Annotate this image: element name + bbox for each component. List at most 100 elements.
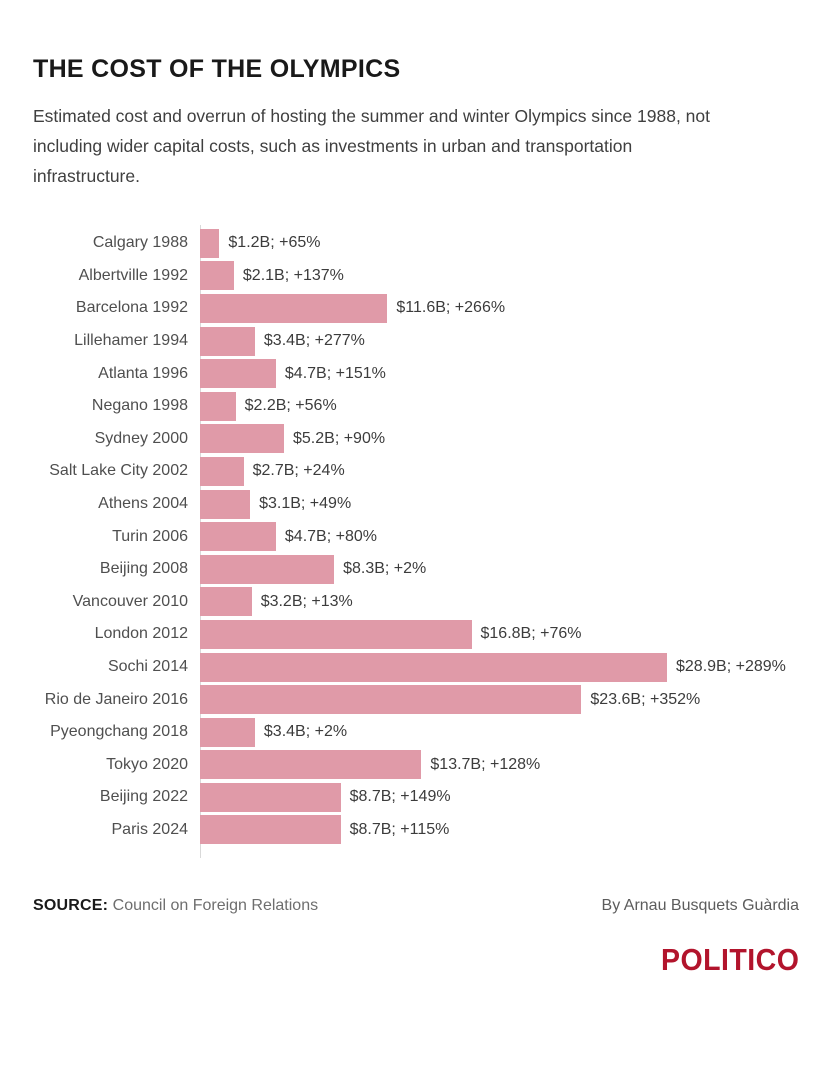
chart-row: Beijing 2022 $8.7B; +149%: [33, 781, 799, 814]
category-label: Beijing 2022: [99, 788, 188, 806]
bar-track: $3.4B; +2%: [200, 716, 799, 749]
category-label: Vancouver 2010: [72, 592, 188, 610]
category-label: Negano 1998: [91, 397, 188, 415]
chart-row: Barcelona 1992 $11.6B; +266%: [33, 292, 799, 325]
cost-bar: [200, 782, 341, 812]
bar-track: $5.2B; +90%: [200, 423, 799, 456]
bar-track: $8.3B; +2%: [200, 553, 799, 586]
chart-row: Albertville 1992 $2.1B; +137%: [33, 260, 799, 293]
category-label: Calgary 1988: [92, 234, 188, 252]
bar-track: $23.6B; +352%: [200, 683, 799, 716]
source-label: SOURCE:: [33, 897, 109, 915]
chart-row: Athens 2004 $3.1B; +49%: [33, 488, 799, 521]
chart-description-line: including wider capital costs, such as i…: [33, 136, 633, 156]
value-label: $23.6B; +352%: [590, 690, 701, 708]
chart-row: Sydney 2000 $5.2B; +90%: [33, 423, 799, 456]
value-label: $4.7B; +80%: [284, 527, 377, 545]
cost-bar: [200, 391, 236, 421]
value-label: $11.6B; +266%: [396, 299, 506, 317]
category-label: Paris 2024: [111, 820, 189, 838]
cost-bar: [200, 587, 252, 617]
value-label: $28.9B; +289%: [676, 658, 786, 676]
cost-bar: [200, 685, 582, 715]
category-label: Turin 2006: [112, 527, 188, 545]
chart-description-line: Estimated cost and overrun of hosting th…: [33, 106, 710, 126]
chart-row: Sochi 2014 $28.9B; +289%: [33, 651, 799, 684]
category-label: Sydney 2000: [94, 429, 188, 447]
cost-bar: [200, 750, 422, 780]
value-label: $4.7B; +151%: [284, 364, 386, 382]
cost-bar: [200, 522, 276, 552]
value-label: $5.2B; +90%: [293, 429, 386, 447]
category-label: Salt Lake City 2002: [49, 462, 188, 480]
infographic: THE COST OF THE OLYMPICS Estimated cost …: [0, 55, 819, 1079]
value-label: $8.3B; +2%: [343, 560, 427, 578]
value-label: $2.1B; +137%: [242, 266, 344, 284]
cost-bar: [200, 456, 244, 486]
value-label: $8.7B; +115%: [349, 820, 450, 838]
category-label: Athens 2004: [98, 495, 188, 513]
source-value: Council on Foreign Relations: [112, 897, 319, 915]
footer: SOURCE: Council on Foreign Relations By …: [33, 897, 799, 915]
cost-bar: [200, 489, 251, 519]
bar-track: $4.7B; +151%: [200, 357, 799, 390]
bar-track: $28.9B; +289%: [200, 651, 799, 684]
chart-row: Beijing 2008 $8.3B; +2%: [33, 553, 799, 586]
page-title: THE COST OF THE OLYMPICS: [33, 55, 401, 83]
bar-track: $16.8B; +76%: [200, 618, 799, 651]
cost-bar: [200, 326, 255, 356]
bar-track: $11.6B; +266%: [200, 292, 799, 325]
bar-track: $3.4B; +277%: [200, 325, 799, 358]
chart-row: Calgary 1988 $1.2B; +65%: [33, 227, 799, 260]
chart-row: Vancouver 2010 $3.2B; +13%: [33, 586, 799, 619]
cost-bar: [200, 554, 335, 584]
category-label: Beijing 2008: [99, 560, 188, 578]
cost-bar: [200, 228, 220, 258]
chart-row: Pyeongchang 2018 $3.4B; +2%: [33, 716, 799, 749]
category-label: Tokyo 2020: [106, 755, 188, 773]
value-label: $13.7B; +128%: [430, 755, 541, 773]
chart-description: Estimated cost and overrun of hosting th…: [33, 101, 753, 191]
chart-row: London 2012 $16.8B; +76%: [33, 618, 799, 651]
cost-bar: [200, 424, 284, 454]
value-label: $1.2B; +65%: [228, 234, 321, 252]
chart-row: Paris 2024 $8.7B; +115%: [33, 814, 799, 847]
category-label: Pyeongchang 2018: [50, 723, 188, 741]
bar-chart: Calgary 1988 $1.2B; +65% Albertville 1992 $…: [33, 225, 799, 858]
byline: By Arnau Busquets Guàrdia: [601, 897, 799, 915]
bar-track: $2.2B; +56%: [200, 390, 799, 423]
bar-track: $4.7B; +80%: [200, 520, 799, 553]
category-label: Albertville 1992: [78, 266, 188, 284]
chart-rows: Calgary 1988 $1.2B; +65% Albertville 1992 $…: [33, 227, 799, 846]
value-label: $2.7B; +24%: [252, 462, 345, 480]
bar-track: $13.7B; +128%: [200, 749, 799, 782]
category-label: London 2012: [94, 625, 188, 643]
chart-row: Tokyo 2020 $13.7B; +128%: [33, 749, 799, 782]
category-label: Sochi 2014: [107, 658, 188, 676]
bar-track: $2.1B; +137%: [200, 260, 799, 293]
cost-bar: [200, 293, 388, 323]
chart-row: Negano 1998 $2.2B; +56%: [33, 390, 799, 423]
category-label: Barcelona 1992: [75, 299, 188, 317]
value-label: $2.2B; +56%: [244, 397, 337, 415]
value-label: $3.1B; +49%: [259, 495, 352, 513]
cost-bar: [200, 359, 276, 389]
cost-bar: [200, 717, 255, 747]
chart-row: Turin 2006 $4.7B; +80%: [33, 520, 799, 553]
bar-track: $3.2B; +13%: [200, 586, 799, 619]
value-label: $3.4B; +2%: [263, 723, 348, 741]
value-label: $3.4B; +277%: [263, 332, 365, 350]
category-label: Rio de Janeiro 2016: [44, 690, 188, 708]
bar-track: $3.1B; +49%: [200, 488, 799, 521]
bar-track: $1.2B; +65%: [200, 227, 799, 260]
chart-row: Salt Lake City 2002 $2.7B; +24%: [33, 455, 799, 488]
chart-row: Rio de Janeiro 2016 $23.6B; +352%: [33, 683, 799, 716]
chart-row: Atlanta 1996 $4.7B; +151%: [33, 357, 799, 390]
category-label: Atlanta 1996: [98, 364, 188, 382]
cost-bar: [200, 815, 341, 845]
bar-track: $2.7B; +24%: [200, 455, 799, 488]
bar-track: $8.7B; +149%: [200, 781, 799, 814]
cost-bar: [200, 619, 472, 649]
cost-bar: [200, 652, 667, 682]
chart-row: Lillehamer 1994 $3.4B; +277%: [33, 325, 799, 358]
